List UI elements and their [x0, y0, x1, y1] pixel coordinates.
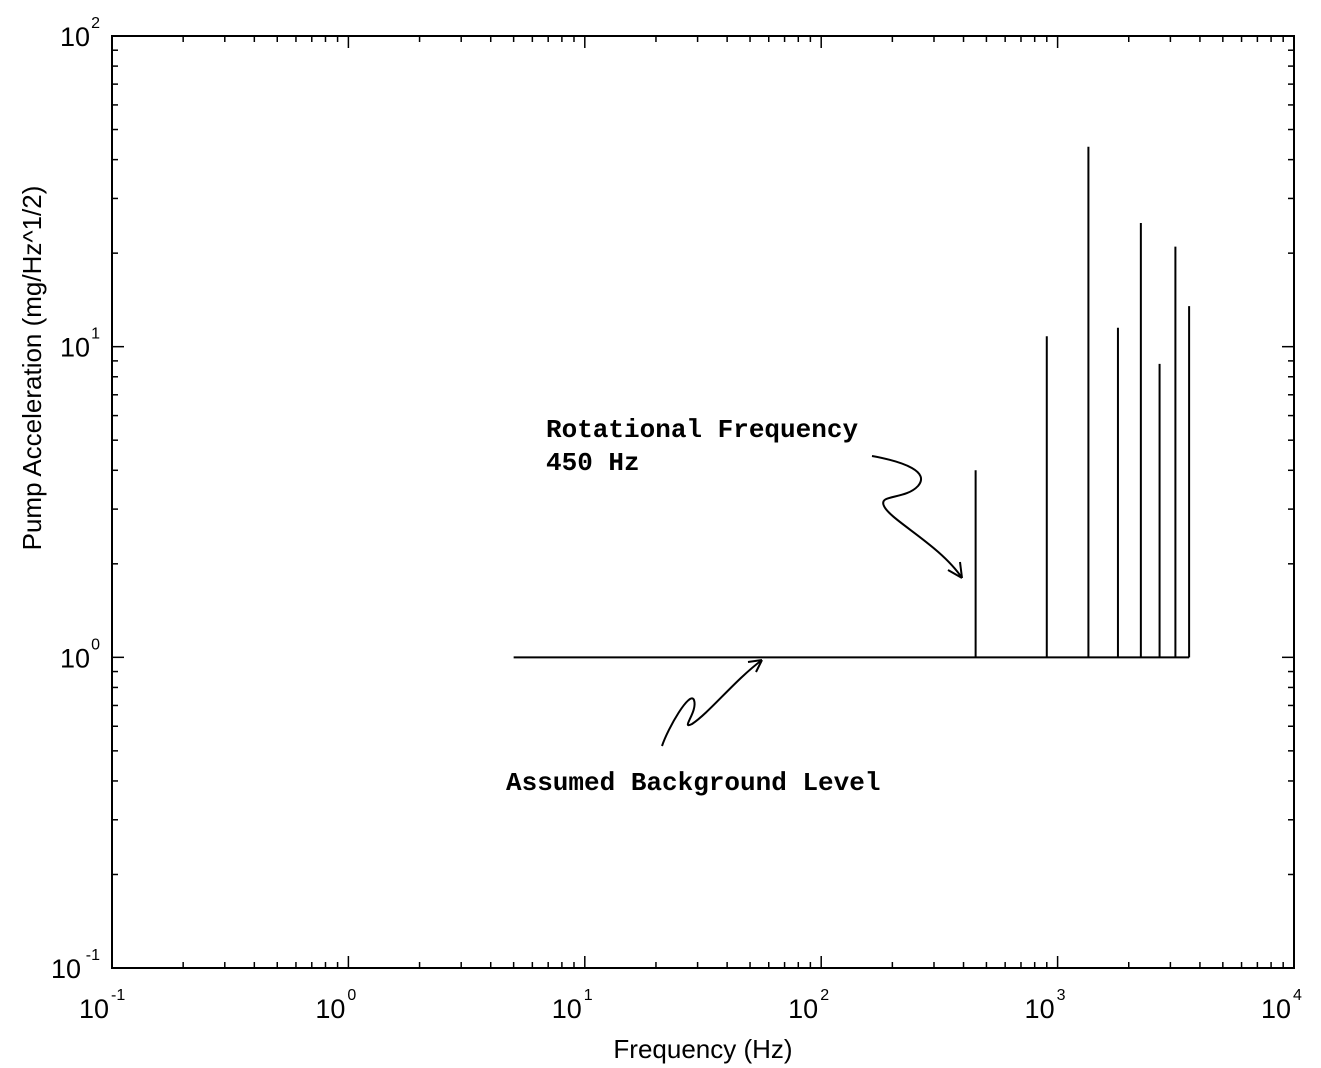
annotation-rotational-line1: Rotational Frequency: [546, 415, 858, 445]
x-tick-label: 10: [552, 994, 582, 1024]
x-tick-exponent: 2: [820, 987, 829, 1004]
arrow-head-rotational: [947, 561, 963, 579]
x-tick-exponent: 3: [1057, 987, 1066, 1004]
y-tick-label: 10: [60, 643, 90, 673]
y-tick-label: 10: [60, 333, 90, 363]
x-axis-title: Frequency (Hz): [613, 1034, 792, 1064]
x-tick-label: 10: [1025, 994, 1055, 1024]
y-tick-exponent: -1: [86, 947, 100, 964]
x-tick-exponent: 1: [584, 987, 593, 1004]
arrow-head-background: [747, 659, 763, 673]
x-tick-label: 10: [788, 994, 818, 1024]
x-tick-labels: 10 -1 10 0 10 1 10 2 10 3 10 4: [79, 987, 1302, 1024]
plot-frame: [111, 35, 1295, 969]
x-tick-exponent: -1: [111, 987, 125, 1004]
y-tick-label: 10: [51, 954, 81, 984]
y-tick-exponent: 0: [91, 636, 100, 653]
x-tick-label: 10: [1261, 994, 1291, 1024]
y-axis-title: Pump Acceleration (mg/Hz^1/2): [17, 186, 47, 551]
x-tick-exponent: 4: [1293, 987, 1302, 1004]
annotation-arrow-background: [661, 659, 763, 747]
axis-ticks: [111, 35, 1295, 969]
y-tick-label: 10: [60, 22, 90, 52]
y-tick-exponent: 1: [91, 326, 100, 343]
x-tick-label: 10: [315, 994, 345, 1024]
x-tick-label: 10: [79, 994, 109, 1024]
x-tick-exponent: 0: [347, 987, 356, 1004]
annotation-rotational-line2: 450 Hz: [546, 448, 640, 478]
annotation-background: Assumed Background Level: [506, 768, 880, 798]
annotation-arrow-rotational: [871, 455, 963, 579]
y-tick-exponent: 2: [91, 15, 100, 32]
spectrum-series: [513, 146, 1191, 659]
